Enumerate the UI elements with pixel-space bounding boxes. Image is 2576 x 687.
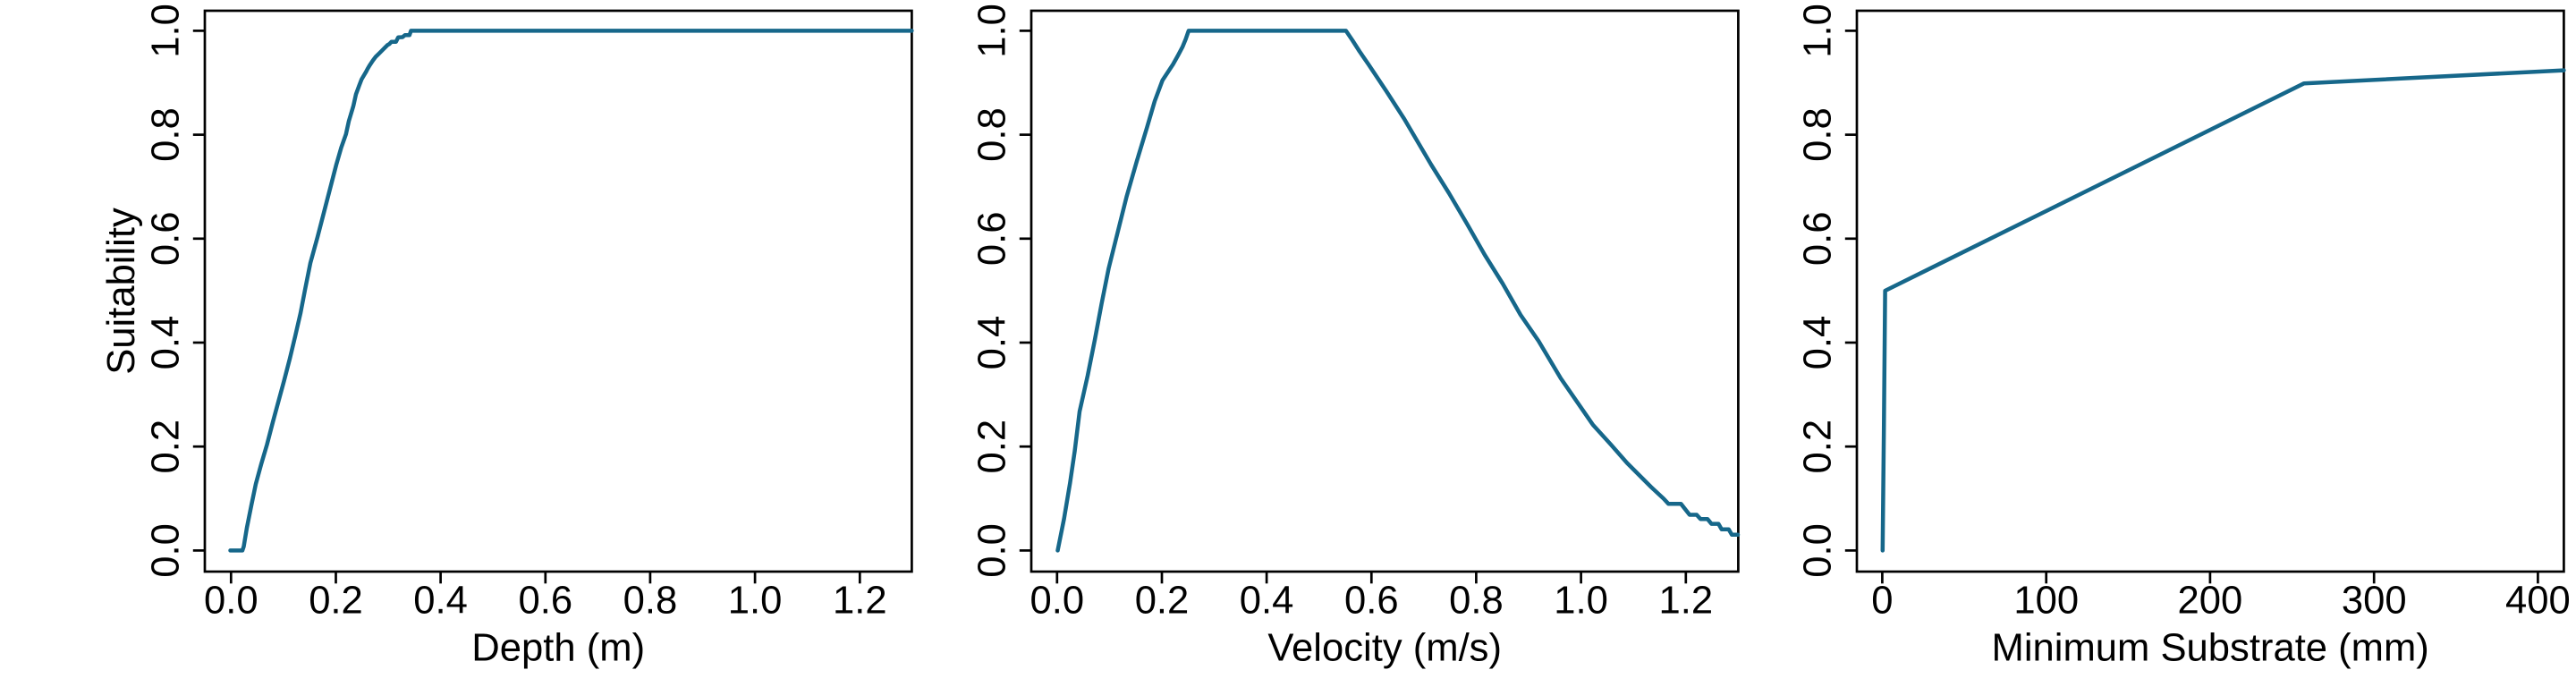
svg-text:Velocity (m/s): Velocity (m/s) [1267,627,1502,670]
svg-text:0.2: 0.2 [1797,420,1840,474]
svg-text:0.6: 0.6 [145,211,188,266]
svg-text:0.2: 0.2 [1135,580,1190,623]
svg-text:0.0: 0.0 [1030,580,1084,623]
svg-text:0.4: 0.4 [971,316,1014,370]
svg-text:0.8: 0.8 [1797,107,1840,162]
svg-text:0.2: 0.2 [145,420,188,474]
svg-text:1.0: 1.0 [145,4,188,58]
svg-text:400: 400 [2505,580,2571,623]
svg-text:0.8: 0.8 [623,580,678,623]
svg-text:1.2: 1.2 [833,580,887,623]
svg-text:0: 0 [1871,580,1893,623]
svg-text:0.6: 0.6 [518,580,572,623]
svg-text:0.4: 0.4 [1797,316,1840,370]
svg-text:1.0: 1.0 [728,580,783,623]
svg-text:0.4: 0.4 [413,580,468,623]
svg-text:100: 100 [2013,580,2079,623]
svg-text:0.0: 0.0 [971,523,1014,578]
svg-text:Depth (m): Depth (m) [471,627,645,670]
svg-text:0.4: 0.4 [1240,580,1294,623]
svg-text:0.0: 0.0 [1797,523,1840,578]
svg-text:1.2: 1.2 [1658,580,1713,623]
svg-text:300: 300 [2342,580,2407,623]
svg-text:0.6: 0.6 [1797,211,1840,266]
svg-text:0.6: 0.6 [971,211,1014,266]
svg-text:0.8: 0.8 [971,107,1014,162]
svg-text:Minimum Substrate (mm): Minimum Substrate (mm) [1992,627,2429,670]
svg-text:0.4: 0.4 [145,316,188,370]
svg-text:1.0: 1.0 [971,4,1014,58]
svg-text:1.0: 1.0 [1797,4,1840,58]
svg-text:0.2: 0.2 [971,420,1014,474]
svg-text:0.6: 0.6 [1344,580,1399,623]
svg-text:200: 200 [2178,580,2243,623]
svg-text:0.8: 0.8 [145,107,188,162]
svg-text:0.2: 0.2 [309,580,363,623]
svg-text:0.0: 0.0 [204,580,258,623]
svg-text:Suitability: Suitability [100,208,143,375]
svg-text:1.0: 1.0 [1554,580,1608,623]
svg-text:0.8: 0.8 [1449,580,1504,623]
svg-text:0.0: 0.0 [145,523,188,578]
